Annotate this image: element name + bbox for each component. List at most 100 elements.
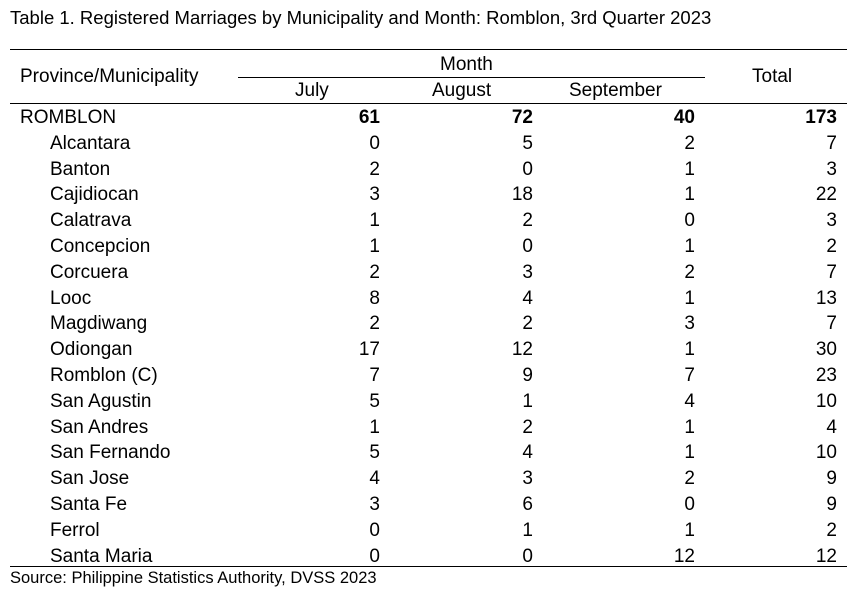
cell-september: 2 bbox=[684, 261, 695, 283]
cell-total: 13 bbox=[815, 287, 837, 309]
cell-total: 7 bbox=[826, 132, 837, 154]
cell-september: 3 bbox=[684, 313, 695, 335]
cell-september: 1 bbox=[684, 158, 695, 180]
cell-july: 7 bbox=[369, 364, 380, 386]
cell-total: 4 bbox=[826, 416, 837, 438]
row-name: San Jose bbox=[50, 468, 130, 490]
cell-total: 173 bbox=[805, 107, 837, 128]
cell-july: 4 bbox=[369, 468, 380, 490]
table-row: San Fernando 5 4 1 10 bbox=[0, 440, 863, 466]
header-total: Total bbox=[752, 66, 793, 87]
cell-total: 3 bbox=[826, 210, 837, 232]
cell-july: 2 bbox=[369, 158, 380, 180]
row-name: ROMBLON bbox=[20, 107, 117, 128]
cell-july: 5 bbox=[369, 390, 380, 412]
row-name: Concepcion bbox=[50, 235, 151, 257]
cell-august: 2 bbox=[522, 313, 533, 335]
cell-july: 3 bbox=[369, 493, 380, 515]
cell-total: 9 bbox=[826, 468, 837, 490]
header-september: September bbox=[569, 80, 662, 101]
cell-august: 0 bbox=[522, 545, 533, 567]
row-name: Alcantara bbox=[50, 132, 131, 154]
cell-august: 9 bbox=[522, 364, 533, 386]
header-month: Month bbox=[440, 54, 493, 75]
row-name: San Andres bbox=[50, 416, 149, 438]
cell-july: 3 bbox=[369, 184, 380, 206]
row-name: San Fernando bbox=[50, 442, 171, 464]
table-row: Alcantara 0 5 2 7 bbox=[0, 131, 863, 157]
cell-august: 12 bbox=[511, 339, 533, 361]
cell-august: 72 bbox=[511, 107, 533, 128]
cell-august: 5 bbox=[522, 132, 533, 154]
table-row: Concepcion 1 0 1 2 bbox=[0, 234, 863, 260]
cell-september: 1 bbox=[684, 235, 695, 257]
cell-july: 61 bbox=[358, 107, 380, 128]
cell-september: 1 bbox=[684, 519, 695, 541]
cell-july: 17 bbox=[358, 339, 380, 361]
table-row: Looc 8 4 1 13 bbox=[0, 286, 863, 312]
row-name: Magdiwang bbox=[50, 313, 148, 335]
cell-august: 1 bbox=[522, 519, 533, 541]
cell-july: 0 bbox=[369, 545, 380, 567]
cell-july: 8 bbox=[369, 287, 380, 309]
header-bottom-rule bbox=[10, 103, 847, 104]
table-row: San Andres 1 2 1 4 bbox=[0, 415, 863, 441]
cell-august: 4 bbox=[522, 287, 533, 309]
table-row: San Agustin 5 1 4 10 bbox=[0, 389, 863, 415]
cell-july: 1 bbox=[369, 235, 380, 257]
cell-august: 0 bbox=[522, 235, 533, 257]
cell-total: 2 bbox=[826, 519, 837, 541]
cell-total: 30 bbox=[815, 339, 837, 361]
cell-total: 9 bbox=[826, 493, 837, 515]
cell-total: 7 bbox=[826, 313, 837, 335]
cell-august: 4 bbox=[522, 442, 533, 464]
cell-august: 18 bbox=[511, 184, 533, 206]
table-row: Santa Fe 3 6 0 9 bbox=[0, 492, 863, 518]
cell-september: 1 bbox=[684, 339, 695, 361]
row-name: Cajidiocan bbox=[50, 184, 139, 206]
row-name: Romblon (C) bbox=[50, 364, 158, 386]
row-name: Corcuera bbox=[50, 261, 129, 283]
table-row: Magdiwang 2 2 3 7 bbox=[0, 311, 863, 337]
cell-total: 3 bbox=[826, 158, 837, 180]
cell-august: 6 bbox=[522, 493, 533, 515]
cell-august: 2 bbox=[522, 210, 533, 232]
row-name: Santa Maria bbox=[50, 545, 153, 567]
table-row: Calatrava 1 2 0 3 bbox=[0, 208, 863, 234]
table-row: Odiongan 17 12 1 30 bbox=[0, 337, 863, 363]
cell-september: 4 bbox=[684, 390, 695, 412]
cell-august: 3 bbox=[522, 261, 533, 283]
cell-july: 0 bbox=[369, 519, 380, 541]
cell-september: 1 bbox=[684, 184, 695, 206]
cell-september: 2 bbox=[684, 132, 695, 154]
table-row: San Jose 4 3 2 9 bbox=[0, 466, 863, 492]
cell-august: 3 bbox=[522, 468, 533, 490]
row-name: Odiongan bbox=[50, 339, 133, 361]
cell-august: 2 bbox=[522, 416, 533, 438]
cell-september: 40 bbox=[673, 107, 695, 128]
row-name: Ferrol bbox=[50, 519, 100, 541]
row-name: Looc bbox=[50, 287, 92, 309]
row-name: San Agustin bbox=[50, 390, 152, 412]
cell-september: 7 bbox=[684, 364, 695, 386]
cell-total: 12 bbox=[815, 545, 837, 567]
cell-september: 0 bbox=[684, 493, 695, 515]
cell-total: 10 bbox=[815, 442, 837, 464]
header-august: August bbox=[432, 80, 492, 101]
cell-september: 1 bbox=[684, 416, 695, 438]
cell-july: 1 bbox=[369, 210, 380, 232]
cell-july: 1 bbox=[369, 416, 380, 438]
table-row: Santa Maria 0 0 12 12 bbox=[0, 544, 863, 570]
cell-july: 0 bbox=[369, 132, 380, 154]
cell-total: 10 bbox=[815, 390, 837, 412]
source-note: Source: Philippine Statistics Authority,… bbox=[10, 569, 377, 587]
row-name: Santa Fe bbox=[50, 493, 128, 515]
cell-september: 1 bbox=[684, 287, 695, 309]
table-row-province-total: ROMBLON 61 72 40 173 bbox=[0, 105, 863, 131]
cell-total: 22 bbox=[815, 184, 837, 206]
cell-july: 2 bbox=[369, 313, 380, 335]
table-row: Banton 2 0 1 3 bbox=[0, 157, 863, 183]
cell-total: 7 bbox=[826, 261, 837, 283]
header-july: July bbox=[295, 80, 329, 101]
cell-july: 2 bbox=[369, 261, 380, 283]
